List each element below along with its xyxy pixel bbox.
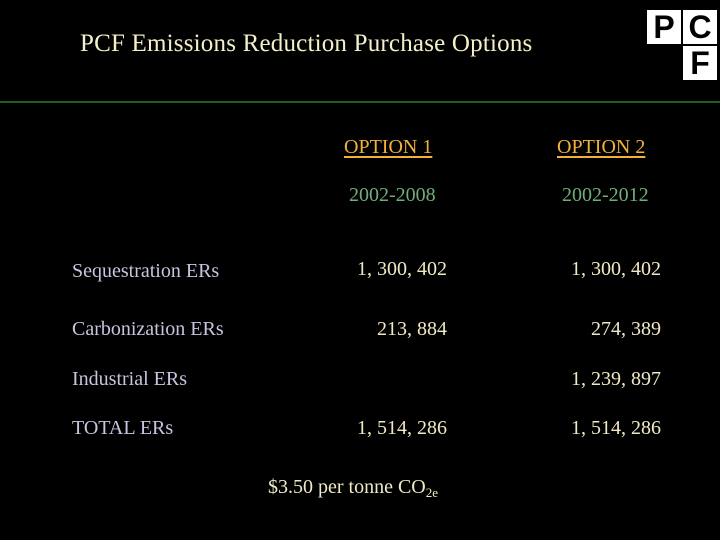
sequestration-option-2-value: 1, 300, 402: [571, 258, 661, 280]
total-option-2-value: 1, 514, 286: [571, 417, 661, 439]
total-option-1-value: 1, 514, 286: [357, 417, 447, 439]
sequestration-option-1-value: 1, 300, 402: [357, 258, 447, 280]
carbonization-option-2-value: 274, 389: [591, 318, 661, 340]
price-subscript: 2e: [425, 485, 439, 500]
logo-letter-p: P: [647, 10, 681, 44]
row-label-total: TOTAL ERs: [72, 417, 174, 439]
price-text: $3.50 per tonne CO: [268, 476, 426, 498]
price-note: $3.50 per tonne CO2e: [268, 476, 438, 501]
logo-letter-c: C: [683, 10, 717, 44]
option-1-years: 2002-2008: [349, 184, 436, 206]
option-2-years: 2002-2012: [562, 184, 649, 206]
industrial-option-2-value: 1, 239, 897: [571, 368, 661, 390]
carbonization-option-1-value: 213, 884: [377, 318, 447, 340]
title-divider: [0, 101, 720, 103]
row-label-industrial: Industrial ERs: [72, 368, 187, 390]
logo-letter-f: F: [683, 46, 717, 80]
page-title: PCF Emissions Reduction Purchase Options: [80, 30, 533, 57]
option-2-header: OPTION 2: [557, 136, 646, 158]
row-label-sequestration: Sequestration ERs: [72, 260, 220, 282]
row-label-carbonization: Carbonization ERs: [72, 318, 224, 340]
pcf-logo: P C F: [643, 6, 719, 82]
option-1-header: OPTION 1: [344, 136, 433, 158]
